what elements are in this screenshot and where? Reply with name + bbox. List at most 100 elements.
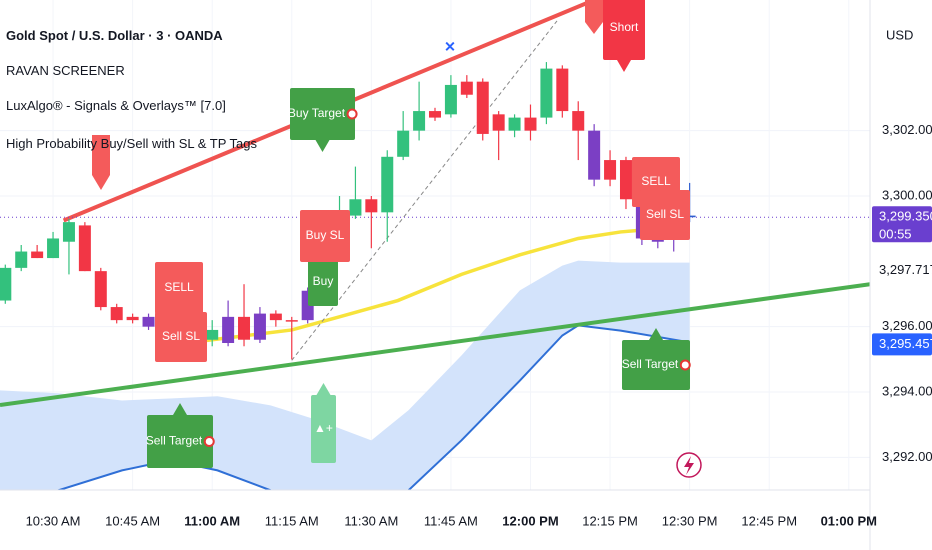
signal-label: Sell Target xyxy=(622,328,691,390)
price-tag-label: 3,299.350 xyxy=(879,209,932,224)
candle-body xyxy=(476,81,489,134)
signal-arrow xyxy=(92,135,110,190)
candle-body xyxy=(47,238,60,259)
x-tick-label: 11:15 AM xyxy=(265,513,319,528)
candle-body xyxy=(78,225,91,272)
x-tick-label: 10:30 AM xyxy=(26,513,81,528)
candle-body xyxy=(460,81,473,95)
x-tick-label: 12:00 PM xyxy=(502,513,558,528)
x-tick-label: 11:45 AM xyxy=(424,513,478,528)
label-box xyxy=(311,395,336,463)
candle-body xyxy=(110,307,123,321)
x-tick-label: 12:15 PM xyxy=(582,513,638,528)
candle-body xyxy=(524,117,537,131)
x-tick-label: 10:45 AM xyxy=(105,513,160,528)
candle-body xyxy=(142,316,155,327)
candle-body xyxy=(397,130,410,157)
label-text: Sell SL xyxy=(646,207,684,221)
candle-body xyxy=(444,84,457,115)
x-tick-label: 11:30 AM xyxy=(344,513,398,528)
candle-body xyxy=(540,68,553,118)
label-box xyxy=(308,258,338,306)
indicator: LuxAlgo® - Signals & Overlays™ [7.0] xyxy=(6,98,226,113)
signal-label: Sell SL xyxy=(640,190,690,240)
x-tick-label: 12:45 PM xyxy=(741,513,797,528)
candle-body xyxy=(285,320,298,322)
label-pointer xyxy=(316,383,331,395)
candle-body xyxy=(619,160,632,200)
countdown: 00:55 xyxy=(879,227,912,242)
candle-body xyxy=(413,111,426,131)
y-tick-label: 3,292.000 xyxy=(882,449,932,464)
indicator: High Probability Buy/Sell with SL & TP T… xyxy=(6,136,257,151)
x-tick-label: 01:00 PM xyxy=(821,513,877,528)
candle-body xyxy=(588,130,601,180)
signal-label: Short xyxy=(603,0,645,72)
target-icon xyxy=(679,359,691,371)
candle-body xyxy=(0,267,12,301)
label-pointer xyxy=(649,328,663,340)
label-box xyxy=(300,210,350,262)
candle-body xyxy=(365,199,378,213)
label-box xyxy=(155,262,203,314)
signal-label: Buy SL xyxy=(300,210,350,262)
label-text: SELL xyxy=(164,280,194,294)
band-line xyxy=(56,324,690,490)
y-tick-label: 3,294.000 xyxy=(882,383,932,398)
label-text: Sell Target xyxy=(146,434,203,448)
currency: USD xyxy=(886,27,913,42)
event-icon xyxy=(684,456,694,475)
y-tick-label: 3,302.000 xyxy=(882,122,932,137)
candle-body xyxy=(222,316,235,343)
candle-body xyxy=(492,114,505,131)
label-text: Buy xyxy=(313,274,334,288)
label-box xyxy=(622,340,690,390)
candle-body xyxy=(349,199,362,216)
price-tag-label: 3,295.457 xyxy=(879,336,932,351)
signal-label: SELL xyxy=(155,262,203,314)
plot-area: Buy Target Short SELL Sell SL Buy Buy SL Sell … xyxy=(0,0,870,490)
label-text: Buy SL xyxy=(306,228,345,242)
label-box xyxy=(147,415,213,468)
y-tick-label: 3,296.000 xyxy=(882,318,932,333)
label-text: Sell SL xyxy=(162,329,200,343)
signal-label: Sell SL xyxy=(155,312,207,362)
candle-body xyxy=(62,222,75,242)
candle-body xyxy=(206,329,219,340)
candle-body xyxy=(15,251,28,268)
x-tick-label: 11:00 AM xyxy=(184,513,240,528)
candle-body xyxy=(31,251,44,259)
label-pointer xyxy=(315,140,330,152)
label-pointer xyxy=(617,60,631,72)
label-pointer xyxy=(173,403,187,415)
label-box xyxy=(290,88,355,140)
y-tick-label: 3,300.000 xyxy=(882,187,932,202)
candle-body xyxy=(381,156,394,213)
signal-label: Buy xyxy=(308,258,338,306)
x-tick-label: 12:30 PM xyxy=(662,513,718,528)
candle-body xyxy=(429,111,441,118)
label-text: Sell Target xyxy=(622,357,679,371)
price-tag-label: 3,297.717 xyxy=(879,262,932,277)
candle-body xyxy=(556,68,569,112)
label-box xyxy=(603,0,645,60)
candle-body xyxy=(126,316,139,321)
candle-body xyxy=(572,111,585,131)
candle-body xyxy=(253,313,266,340)
target-icon xyxy=(203,436,215,447)
symbol-title: Gold Spot / U.S. Dollar · 3 · OANDA xyxy=(6,28,223,43)
price-tag xyxy=(872,333,932,356)
candle-body xyxy=(269,313,282,321)
label-box xyxy=(155,312,207,362)
label-text: Buy Target xyxy=(288,106,346,120)
label-text: Short xyxy=(610,20,639,34)
indicator: RAVAN SCREENER xyxy=(6,63,125,78)
price-tag xyxy=(872,206,932,243)
cross-marker: ✕ xyxy=(444,39,456,55)
signal-arrow xyxy=(585,0,603,34)
signal-label: ▲+ xyxy=(311,383,336,463)
label-text: SELL xyxy=(641,174,671,188)
candle-body xyxy=(94,271,107,308)
